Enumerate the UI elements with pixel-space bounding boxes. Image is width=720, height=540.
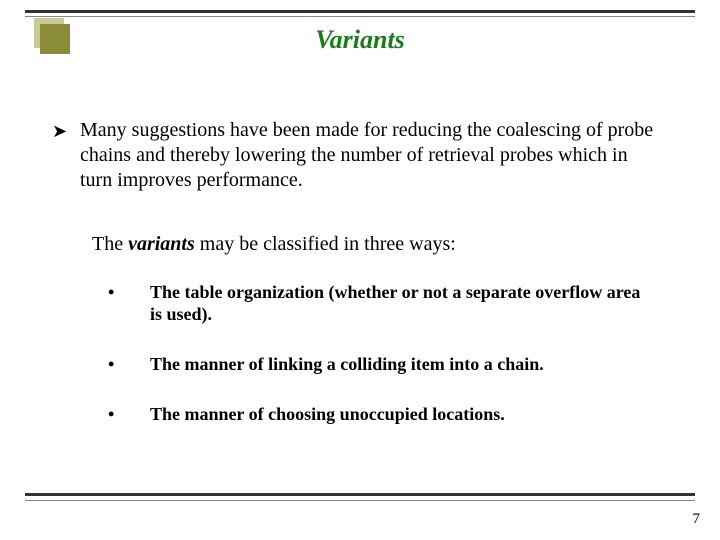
bottom-rule-light	[25, 500, 695, 501]
list-item: • The manner of choosing unoccupied loca…	[108, 404, 655, 426]
intro-prefix: The	[92, 233, 128, 255]
intro-suffix: may be classified in three ways:	[195, 233, 456, 255]
bullet-dot-icon: •	[108, 282, 114, 304]
lead-text: Many suggestions have been made for redu…	[80, 119, 653, 191]
body-region: ➤ Many suggestions have been made for re…	[80, 118, 655, 454]
list-item: • The table organization (whether or not…	[108, 282, 655, 326]
list-item-text: The table organization (whether or not a…	[150, 282, 640, 324]
intro-line: The variants may be classified in three …	[92, 233, 655, 256]
bullet-dot-icon: •	[108, 354, 114, 376]
top-rule-light	[25, 16, 695, 17]
list-item: • The manner of linking a colliding item…	[108, 354, 655, 376]
intro-keyword: variants	[128, 233, 195, 255]
bottom-rule-heavy	[25, 493, 695, 496]
sub-bullet-list: • The table organization (whether or not…	[108, 282, 655, 426]
page-title: Variants	[0, 25, 720, 55]
slide: Variants ➤ Many suggestions have been ma…	[0, 0, 720, 540]
list-item-text: The manner of linking a colliding item i…	[150, 354, 544, 374]
list-item-text: The manner of choosing unoccupied locati…	[150, 404, 505, 424]
arrow-bullet-icon: ➤	[52, 120, 67, 143]
bullet-dot-icon: •	[108, 404, 114, 426]
lead-paragraph: ➤ Many suggestions have been made for re…	[80, 118, 655, 193]
top-rule-heavy	[25, 10, 695, 13]
page-number: 7	[693, 511, 701, 528]
